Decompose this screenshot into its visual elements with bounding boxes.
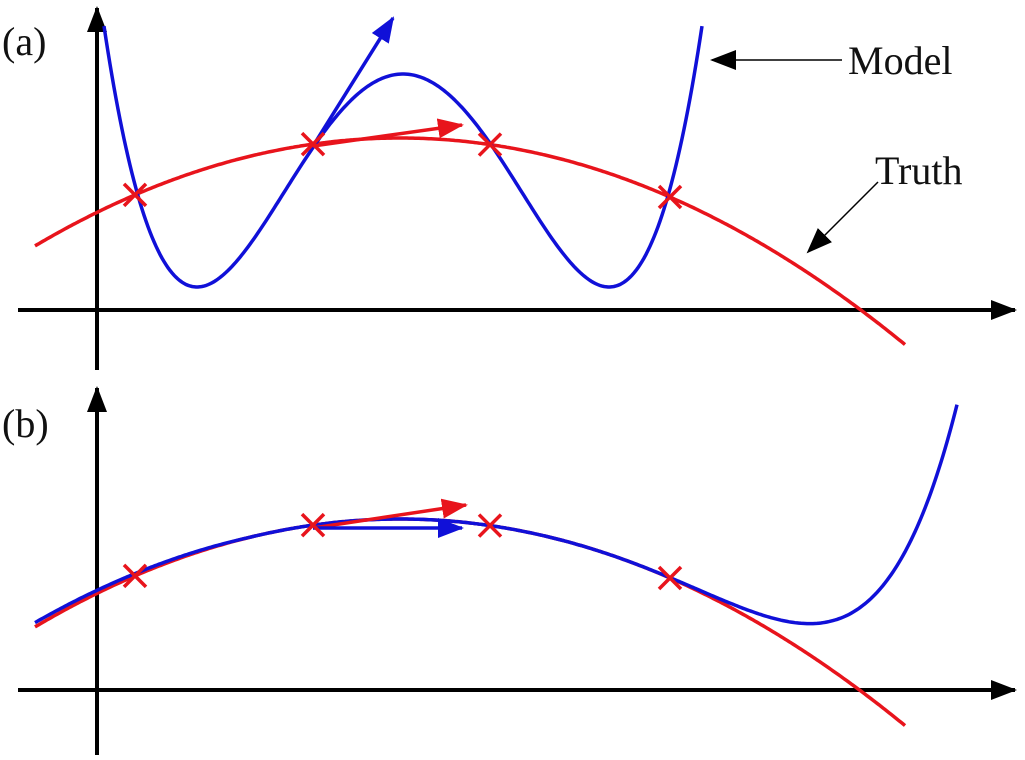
cross-marker — [477, 132, 503, 157]
panel-a: (a) Model Truth — [2, 6, 1017, 370]
cross-marker — [477, 513, 503, 538]
sample-points — [122, 512, 683, 591]
sample-points — [122, 131, 683, 210]
cross-marker — [657, 565, 683, 591]
annotation: Truth — [875, 148, 962, 193]
panel-label: (b) — [2, 401, 49, 446]
cross-marker — [657, 184, 683, 210]
annotation: Model — [848, 38, 952, 83]
gradient-arrow — [311, 16, 395, 147]
truth-curve — [34, 517, 907, 727]
cross-marker — [122, 182, 148, 208]
model-curve — [102, 25, 704, 289]
cross-marker — [300, 131, 326, 157]
model-curve — [34, 404, 959, 626]
annotation-arrow — [806, 181, 879, 254]
truth-curve — [34, 136, 907, 346]
cross-marker — [122, 563, 148, 589]
gradient-arrow — [312, 118, 464, 148]
cross-marker — [300, 512, 326, 538]
gradient-arrow — [312, 498, 468, 530]
panel-label: (a) — [2, 19, 46, 64]
panel-b: (b) — [2, 386, 1017, 755]
